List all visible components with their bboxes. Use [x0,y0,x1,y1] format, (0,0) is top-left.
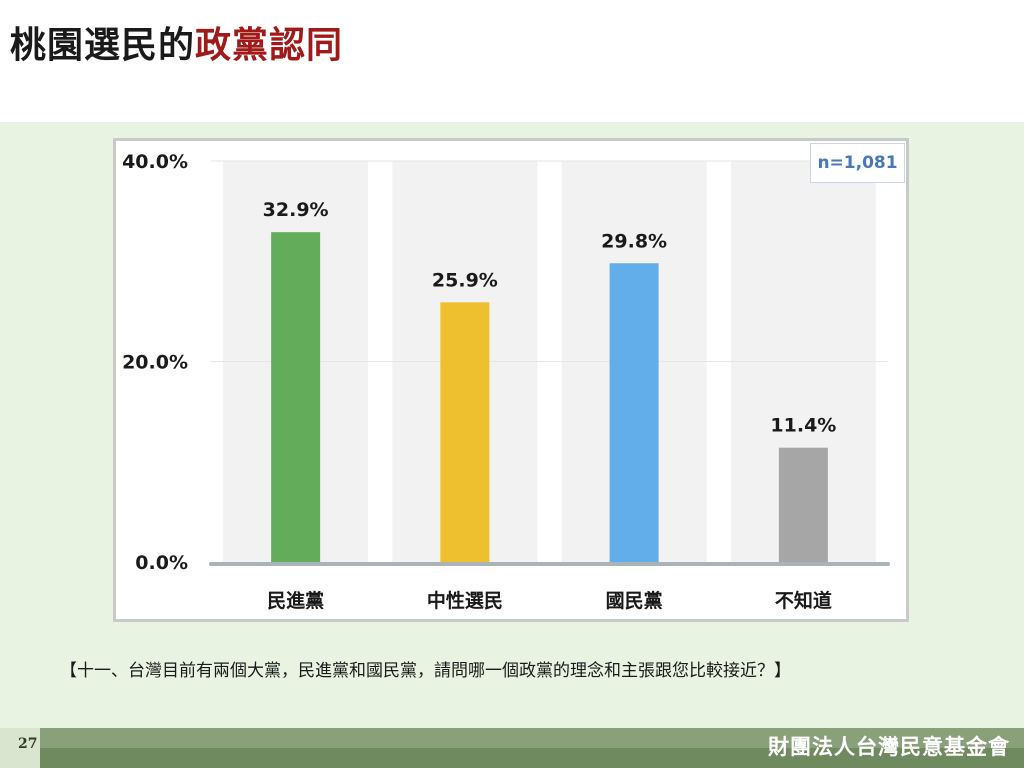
bar [609,263,659,562]
sample-size-badge: n=1,081 [810,143,905,183]
category-label: 民進黨 [267,589,324,612]
bar-value-label: 25.9% [432,269,498,291]
y-tick-label: 40.0% [122,151,188,173]
title-bar: 桃園選民的政黨認同 [0,0,1024,122]
category-label: 國民黨 [606,589,663,612]
bar [440,302,490,562]
title-part-1: 桃園選民的 [10,25,196,66]
footer-band-top [40,728,1024,750]
page-title: 桃園選民的政黨認同 [10,16,343,68]
y-tick-label: 0.0% [135,552,188,574]
page-number-tab [0,728,40,768]
footer-band-bottom [40,748,1024,768]
bar-value-label: 32.9% [263,199,329,221]
bar-value-label: 29.8% [601,230,667,252]
organization-name: 財團法人台灣民意基金會 [768,735,1010,759]
page-number: 27 [18,736,38,752]
chart-frame: 0.0% 20.0% 40.0% 32.9% 民進黨 25.9% 中性選民 29.8% 國民黨 1… [113,138,909,622]
bar [778,447,828,562]
bar [271,232,321,562]
bar-value-label: 11.4% [770,415,836,437]
bar-chart: 0.0% 20.0% 40.0% 32.9% 民進黨 25.9% 中性選民 29.8% 國民黨 1… [122,151,890,612]
survey-question: 【十一、台灣目前有兩個大黨，民進黨和國民黨，請問哪一個政黨的理念和主張跟您比較接… [60,661,791,681]
y-tick-label: 20.0% [122,352,188,374]
title-part-2-highlight: 政黨認同 [195,25,344,66]
category-label: 不知道 [775,589,832,612]
category-label: 中性選民 [427,589,503,612]
